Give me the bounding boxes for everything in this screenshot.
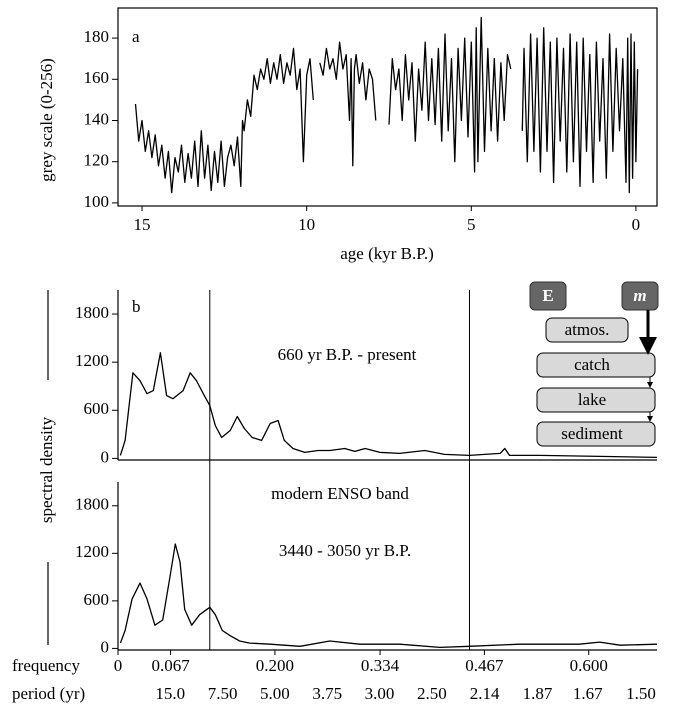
x2-axis-label: period (yr) <box>12 684 85 703</box>
x2-tick-label: 3.75 <box>312 684 342 703</box>
node-label: E <box>542 286 553 305</box>
x2-tick-label: 3.00 <box>365 684 395 703</box>
node-label: lake <box>578 390 606 409</box>
x-tick-label: 0 <box>632 215 641 234</box>
x-tick-label: 0.467 <box>465 656 504 675</box>
y-tick-label: 600 <box>84 399 110 418</box>
node-box <box>536 352 656 378</box>
x-tick-label: 0.200 <box>256 656 294 675</box>
x-tick-label: 15 <box>134 215 151 234</box>
y-tick-label: 160 <box>84 68 110 87</box>
y-tick-label: 140 <box>84 109 110 128</box>
x2-tick-label: 2.50 <box>417 684 447 703</box>
y-tick-label: 1200 <box>75 351 109 370</box>
y-axis-label: spectral density <box>37 416 56 523</box>
y-axis-label: grey scale (0-256) <box>37 58 56 182</box>
x-tick-label: 10 <box>298 215 315 234</box>
process-diagram: E m atmos. catch lake sediment <box>529 281 659 447</box>
x-tick-label: 0.600 <box>570 656 608 675</box>
annotation: 3440 - 3050 yr B.P. <box>279 541 411 560</box>
panel-label: b <box>132 297 141 316</box>
y-tick-label: 0 <box>101 637 110 656</box>
y-tick-label: 1800 <box>75 495 109 514</box>
x-tick-label: 0.334 <box>361 656 400 675</box>
node-label: catch <box>574 355 610 374</box>
node-label: m <box>633 286 646 305</box>
data-line <box>134 16 639 194</box>
y-tick-label: 180 <box>84 27 110 46</box>
node-box <box>529 281 567 311</box>
x2-tick-label: 5.00 <box>260 684 290 703</box>
node-box <box>545 317 629 343</box>
node-label: atmos. <box>565 320 610 339</box>
annotation: 660 yr B.P. - present <box>278 345 417 364</box>
plot-frame <box>117 7 658 207</box>
x-axis-label: frequency <box>12 656 80 675</box>
x2-tick-label: 1.50 <box>626 684 656 703</box>
x-axis-label: age (kyr B.P.) <box>340 244 433 263</box>
y-tick-label: 0 <box>101 447 110 466</box>
y-tick-label: 100 <box>84 192 110 211</box>
y-tick-label: 600 <box>84 590 110 609</box>
x2-tick-label: 1.87 <box>523 684 553 703</box>
node-box <box>621 281 659 311</box>
node-box <box>536 387 656 413</box>
x-tick-label: 5 <box>467 215 476 234</box>
x-tick-label: 0.067 <box>151 656 190 675</box>
node-label: sediment <box>561 424 623 443</box>
x2-tick-label: 15.0 <box>155 684 185 703</box>
y-tick-label: 1200 <box>75 542 109 561</box>
x2-tick-label: 2.14 <box>470 684 500 703</box>
node-box <box>536 421 656 447</box>
y-tick-label: 1800 <box>75 303 109 322</box>
x-tick-label: 0 <box>114 656 123 675</box>
data-line <box>119 543 658 649</box>
x2-tick-label: 7.50 <box>208 684 238 703</box>
y-tick-label: 120 <box>84 151 110 170</box>
x2-tick-label: 1.67 <box>573 684 603 703</box>
data-line <box>119 352 658 459</box>
panel-label: a <box>132 27 140 46</box>
annotation: modern ENSO band <box>271 484 409 503</box>
